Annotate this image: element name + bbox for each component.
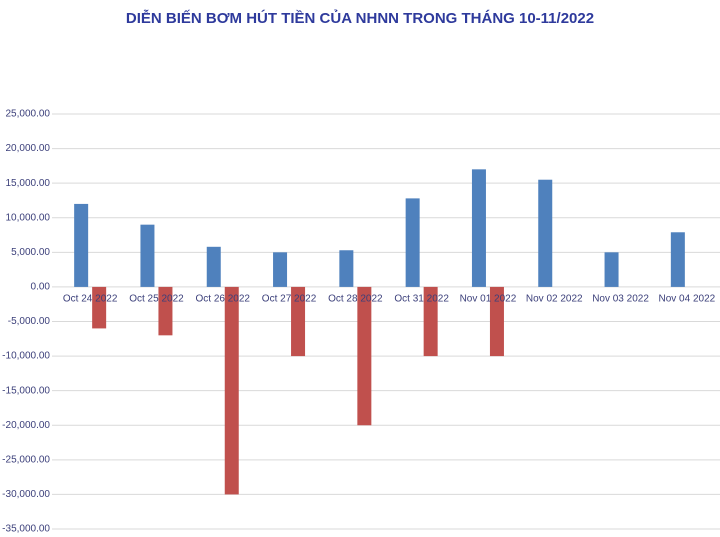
bar [405,198,420,287]
y-tick-label: 5,000.00 [11,247,50,258]
bar [538,179,553,287]
y-tick-label: -10,000.00 [2,351,50,362]
bar [224,286,239,495]
bar [158,286,173,336]
x-tick-label: Oct 25 2022 [129,294,184,305]
bar [273,252,288,287]
y-tick-label: 25,000.00 [6,109,51,120]
x-tick-label: Oct 26 2022 [196,294,251,305]
bar [357,286,372,426]
x-tick-label: Oct 27 2022 [262,294,317,305]
y-tick-label: -5,000.00 [8,316,51,327]
y-tick-label: 20,000.00 [6,143,51,154]
x-tick-label: Nov 04 2022 [658,294,715,305]
y-tick-label: 0.00 [31,282,51,293]
bar [74,203,89,287]
bar [206,246,221,287]
x-tick-label: Nov 03 2022 [592,294,649,305]
y-tick-label: -20,000.00 [2,420,50,431]
x-tick-label: Oct 28 2022 [328,294,383,305]
bar [140,224,155,287]
bar [339,250,354,287]
bar [471,169,486,287]
chart-title: DIỄN BIẾN BƠM HÚT TIỀN CỦA NHNN TRONG TH… [126,9,594,27]
y-tick-label: -30,000.00 [2,489,50,500]
bar [670,232,685,287]
bar [604,252,619,287]
bar [423,286,438,357]
x-tick-label: Nov 02 2022 [526,294,583,305]
bar [291,286,306,357]
y-tick-label: 15,000.00 [6,178,51,189]
bar [489,286,504,357]
x-tick-label: Oct 24 2022 [63,294,118,305]
y-tick-label: 10,000.00 [6,212,51,223]
x-tick-label: Nov 01 2022 [460,294,517,305]
y-tick-label: -15,000.00 [2,385,50,396]
bar [92,286,107,329]
x-tick-label: Oct 31 2022 [394,294,449,305]
y-tick-label: -35,000.00 [2,524,50,535]
y-tick-label: -25,000.00 [2,454,50,465]
